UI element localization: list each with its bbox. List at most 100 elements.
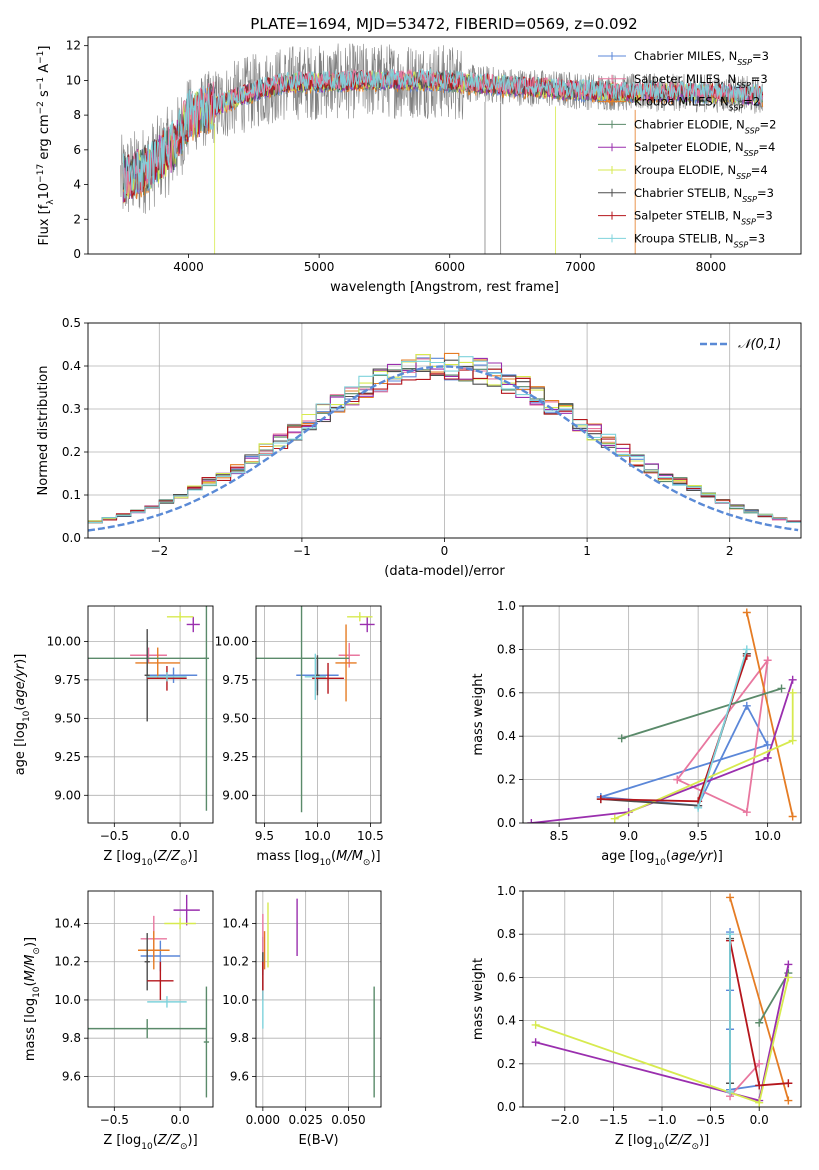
weight-point-marker: [755, 1018, 764, 1027]
x-tick-label: 5000: [304, 260, 335, 274]
weight-point-marker: [531, 1020, 540, 1029]
legend-label: Salpeter MILES, NSSP=3: [634, 72, 768, 90]
x-axis-label: wavelength [Angstrom, rest frame]: [330, 280, 559, 295]
x-tick-label: 0.050: [331, 1113, 365, 1127]
y-tick-label: 12: [66, 39, 81, 53]
errorbar-point: [304, 653, 326, 700]
legend-entry: Salpeter STELIB, NSSP=3: [598, 209, 773, 226]
charts-layer: 4000 5000 6000 7000 8000024681012wavelength …: [13, 36, 802, 1152]
weight-point-marker: [788, 812, 797, 821]
weight-point-marker: [788, 688, 797, 697]
weight-series-line: [745, 612, 794, 817]
x-tick-label: −1: [293, 544, 311, 558]
errorbar-point: [144, 629, 150, 722]
weight-point-marker: [755, 1098, 764, 1107]
x-tick-label: 6000: [434, 260, 465, 274]
errorbar-point: [130, 647, 167, 663]
weight-point-marker: [726, 1087, 735, 1096]
y-tick-label: 10.4: [54, 916, 81, 930]
spectrum-model-line: [122, 67, 764, 199]
y-tick-label: 10: [66, 73, 81, 87]
legend-entry: Kroupa STELIB, NSSP=3: [598, 231, 765, 249]
y-tick-label: 0: [73, 247, 81, 261]
x-tick-label: 4000: [173, 260, 204, 274]
chart-mass_vs_Z: −0.5 0.0 9.6 9.8 10.0 10.2 10.4 Z [log10(Z/Z⊙)]…: [23, 890, 214, 1152]
axes-frame: [522, 890, 802, 1108]
weight-point-marker: [694, 803, 703, 812]
legend-entry: Kroupa MILES, NSSP=2: [598, 95, 760, 112]
chart-residuals: −2 −1 0 1 2 0.0 0.1 0.2 0.3 0.4 0.5 (data-model)/er…: [36, 316, 802, 579]
y-axis-label: Flux [fλ10−17 erg cm−2 s−1 A−1]: [36, 46, 56, 246]
y-axis-label: mass weight: [471, 958, 486, 1040]
y-tick-label: 0.4: [497, 1014, 516, 1028]
histogram-step: [88, 368, 801, 523]
y-tick-label: 1.0: [497, 884, 516, 898]
axes-frame: [87, 322, 802, 539]
weight-point-marker: [755, 1059, 764, 1068]
y-axis-label: age [log10(age/yr)]: [13, 654, 32, 776]
legend-entry: Chabrier MILES, NSSP=3: [598, 49, 769, 67]
x-tick-label: 8.5: [550, 829, 569, 843]
weight-point-marker: [784, 1079, 793, 1088]
weight-point-marker: [742, 701, 751, 710]
x-tick-label: 0.025: [288, 1113, 322, 1127]
legend-entry: Salpeter MILES, NSSP=3: [598, 72, 768, 90]
errorbar-point: [359, 616, 375, 633]
errorbar-point: [186, 616, 200, 633]
legend-entry: Salpeter ELODIE, NSSP=4: [598, 140, 775, 158]
x-tick-label: 1: [583, 544, 591, 558]
x-axis-label: mass [log10(M/M⊙)]: [256, 849, 380, 868]
errorbar-point: [149, 667, 198, 683]
legend-label: Kroupa STELIB, NSSP=3: [634, 231, 765, 249]
figure-title: PLATE=1694, MJD=53472, FIBERID=0569, z=0…: [250, 15, 637, 33]
errorbar-point: [347, 612, 373, 622]
y-tick-label: 6: [73, 143, 81, 157]
weight-series-line: [600, 653, 748, 807]
errorbar-point: [144, 933, 150, 991]
weight-point-marker: [742, 608, 751, 617]
x-tick-label: 9.0: [619, 829, 638, 843]
axes-frame: [87, 36, 802, 255]
weight-point-marker: [742, 808, 751, 817]
x-tick-label: 0.000: [246, 1113, 280, 1127]
axes-frame: [522, 605, 802, 824]
y-tick-label: 0.0: [62, 531, 81, 545]
weight-point-marker: [763, 656, 772, 665]
y-tick-label: 9.25: [54, 750, 81, 764]
plot-area: [88, 606, 210, 811]
plot-area: [88, 894, 210, 1098]
errorbar-point: [173, 894, 200, 926]
weight-point-marker: [673, 775, 682, 784]
errorbar-point: [147, 961, 174, 1000]
plot-area: [120, 43, 764, 254]
x-tick-label: 9.5: [689, 829, 708, 843]
y-tick-label: 0.6: [497, 970, 516, 984]
errorbar-point: [88, 1019, 207, 1039]
y-tick-label: 9.8: [230, 1031, 249, 1045]
x-axis-label: age [log10(age/yr)]: [601, 849, 723, 868]
x-tick-label: 10.0: [304, 829, 331, 843]
x-tick-label: 2: [726, 544, 734, 558]
y-tick-label: 0.4: [62, 359, 81, 373]
plot-area: [531, 893, 793, 1107]
y-axis-label: mass weight: [471, 673, 486, 755]
weight-point-marker: [777, 684, 786, 693]
y-tick-label: 10.00: [47, 634, 81, 648]
errorbar-point: [166, 612, 194, 622]
y-tick-label: 0.8: [497, 642, 516, 656]
x-axis-label: E(B-V): [298, 1133, 338, 1148]
x-tick-label: 0.0: [750, 1113, 769, 1127]
weight-point-marker: [784, 1096, 793, 1105]
y-tick-label: 10.0: [222, 993, 249, 1007]
y-tick-label: 0.6: [497, 686, 516, 700]
chart-age_vs_Z: −0.5 0.0 9.00 9.25 9.50 9.75 10.00 Z [log10(Z/Z…: [13, 605, 214, 868]
y-tick-label: 0.0: [497, 1100, 516, 1114]
weight-series-line: [758, 972, 790, 1024]
legend-entry: Chabrier STELIB, NSSP=3: [598, 186, 774, 203]
y-tick-label: 9.75: [54, 673, 81, 687]
x-tick-label: −1.0: [647, 1113, 676, 1127]
y-tick-label: 4: [73, 178, 81, 192]
axes-frame: [87, 605, 214, 824]
legend-label: Salpeter ELODIE, NSSP=4: [634, 140, 775, 158]
